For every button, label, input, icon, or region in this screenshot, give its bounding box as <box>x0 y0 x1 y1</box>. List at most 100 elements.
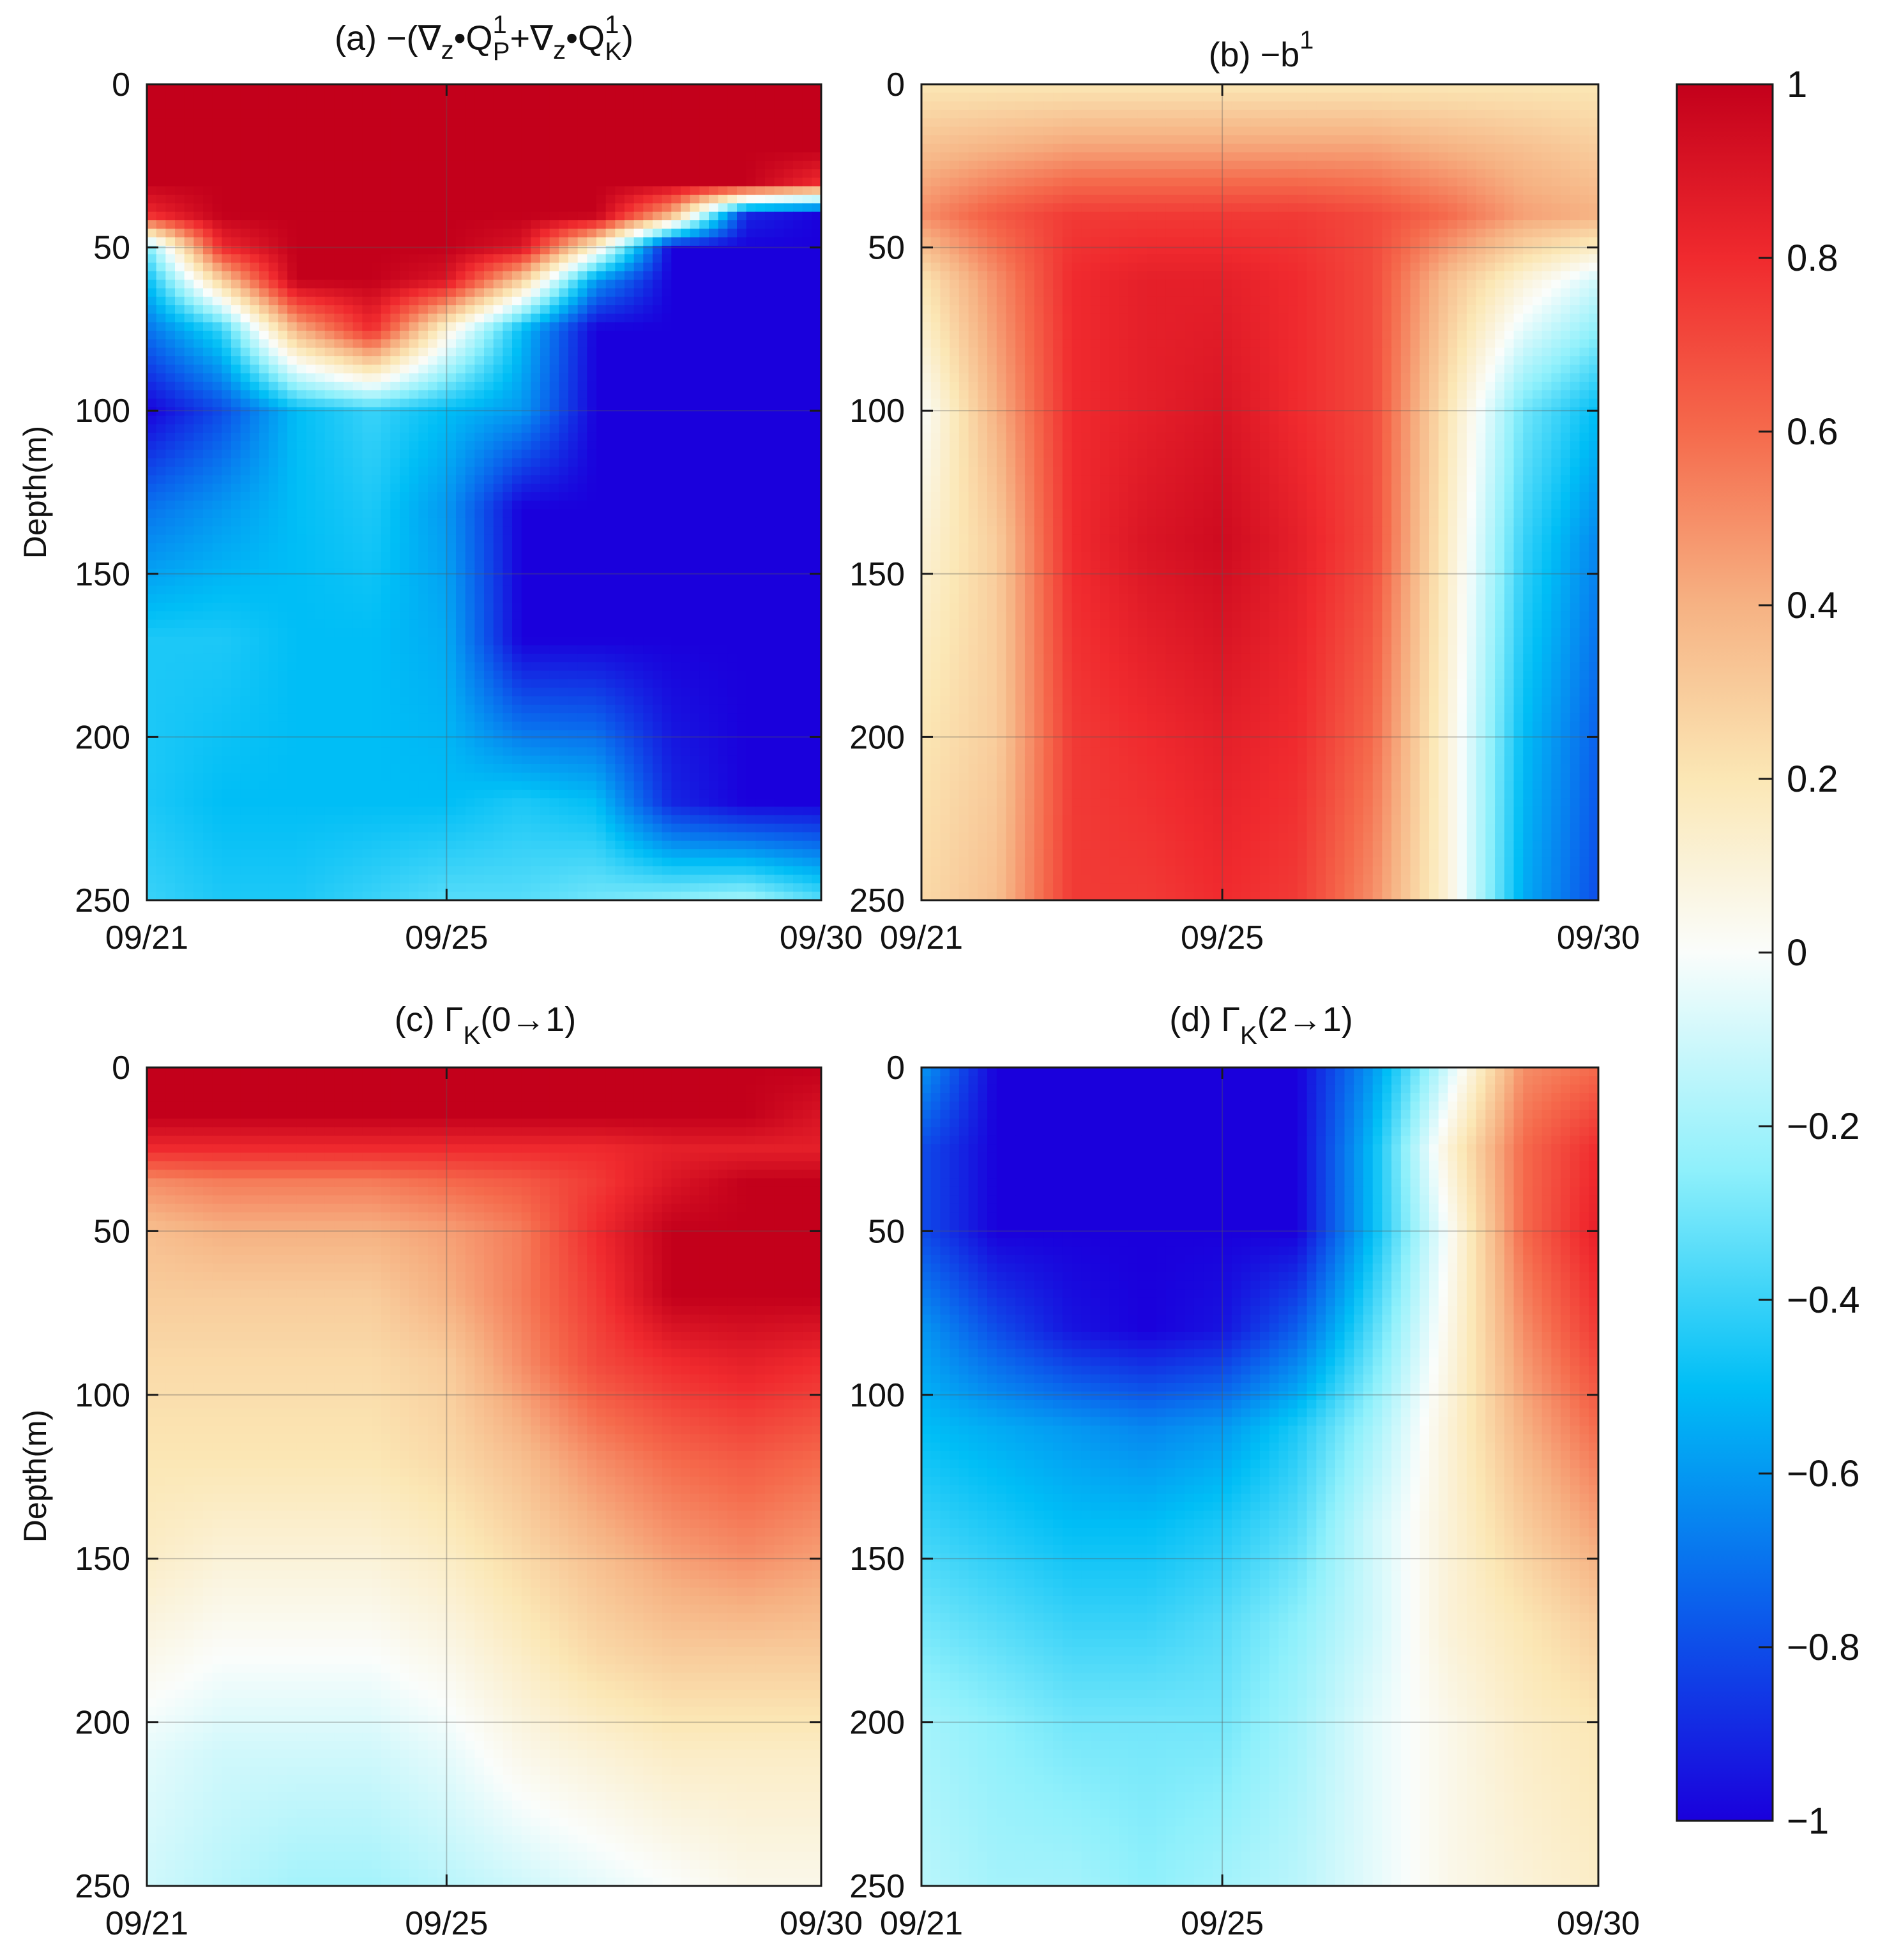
heatmap-cell <box>334 135 344 144</box>
heatmap-cell <box>344 526 354 536</box>
heatmap-cell <box>428 313 438 323</box>
heatmap-cell <box>315 237 326 246</box>
heatmap-cell <box>577 101 588 110</box>
heatmap-cell <box>175 611 185 621</box>
heatmap-cell <box>737 211 747 221</box>
heatmap-cell <box>193 407 204 416</box>
heatmap-cell <box>222 262 232 272</box>
heatmap-cell <box>633 93 644 102</box>
heatmap-cell <box>512 560 522 569</box>
heatmap-cell <box>568 93 579 102</box>
heatmap-cell <box>484 339 494 349</box>
heatmap-cell <box>344 543 354 552</box>
heatmap-cell <box>633 398 644 408</box>
heatmap-cell <box>184 501 195 510</box>
heatmap-cell <box>540 628 550 638</box>
heatmap-cell <box>306 653 316 663</box>
heatmap-cell <box>512 135 522 144</box>
heatmap-cell <box>531 254 541 264</box>
heatmap-cell <box>690 254 700 264</box>
heatmap-cell <box>765 245 775 255</box>
heatmap-cell <box>718 662 729 672</box>
heatmap-cell <box>531 262 541 272</box>
heatmap-cell <box>390 501 400 510</box>
heatmap-cell <box>699 339 709 349</box>
heatmap-cell <box>662 347 672 357</box>
heatmap-cell <box>372 280 382 289</box>
heatmap-cell <box>653 526 663 536</box>
heatmap-cell <box>409 534 420 544</box>
heatmap-cell <box>296 483 307 493</box>
heatmap-cell <box>446 449 457 459</box>
heatmap-cell <box>727 229 738 238</box>
heatmap-cell <box>737 296 747 306</box>
heatmap-cell <box>484 211 494 221</box>
heatmap-cell <box>446 637 457 646</box>
heatmap-cell <box>306 245 316 255</box>
heatmap-cell <box>250 458 260 467</box>
heatmap-cell <box>577 526 588 536</box>
heatmap-cell <box>446 220 457 230</box>
heatmap-cell <box>549 305 560 315</box>
heatmap-cell <box>184 653 195 663</box>
heatmap-cell <box>653 262 663 272</box>
heatmap-cell <box>765 288 775 298</box>
heatmap-cell <box>812 526 821 536</box>
heatmap-cell <box>156 331 167 340</box>
heatmap-cell <box>774 467 785 476</box>
heatmap-cell <box>484 517 494 527</box>
heatmap-cell <box>549 339 560 349</box>
heatmap-cell <box>625 467 635 476</box>
heatmap-cell <box>352 339 363 349</box>
heatmap-cell <box>681 152 691 162</box>
heatmap-cell <box>643 177 653 187</box>
heatmap-cell <box>625 637 635 646</box>
heatmap-cell <box>203 568 213 578</box>
heatmap-cell <box>324 432 335 442</box>
heatmap-cell <box>222 645 232 654</box>
heatmap-cell <box>381 645 391 654</box>
heatmap-cell <box>175 271 185 280</box>
heatmap-cell <box>474 568 485 578</box>
heatmap-cell <box>784 467 794 476</box>
heatmap-cell <box>446 322 457 331</box>
heatmap-cell <box>278 331 288 340</box>
heatmap-cell <box>474 534 485 544</box>
heatmap-cell <box>755 577 766 587</box>
heatmap-cell <box>549 611 560 621</box>
heatmap-cell <box>250 577 260 587</box>
heatmap-cell <box>344 603 354 612</box>
heatmap-cell <box>296 475 307 485</box>
heatmap-cell <box>587 109 597 119</box>
heatmap-cell <box>474 313 485 323</box>
heatmap-cell <box>643 637 653 646</box>
heatmap-cell <box>605 560 616 569</box>
heatmap-cell <box>681 305 691 315</box>
heatmap-cell <box>156 560 167 569</box>
heatmap-cell <box>718 560 729 569</box>
heatmap-cell <box>802 109 813 119</box>
heatmap-cell <box>352 262 363 272</box>
heatmap-cell <box>774 347 785 357</box>
heatmap-cell <box>474 424 485 433</box>
heatmap-cell <box>727 432 738 442</box>
heatmap-cell <box>690 483 700 493</box>
heatmap-cell <box>268 186 279 195</box>
heatmap-cell <box>400 288 410 298</box>
heatmap-cell <box>784 313 794 323</box>
heatmap-cell <box>653 467 663 476</box>
heatmap-cell <box>165 152 176 162</box>
heatmap-cell <box>653 645 663 654</box>
heatmap-cell <box>643 653 653 663</box>
heatmap-cell <box>484 441 494 451</box>
heatmap-cell <box>193 492 204 502</box>
heatmap-cell <box>268 653 279 663</box>
heatmap-cell <box>156 501 167 510</box>
heatmap-cell <box>493 441 504 451</box>
heatmap-cell <box>184 365 195 374</box>
heatmap-cell <box>755 203 766 213</box>
heatmap-cell <box>287 585 298 595</box>
heatmap-cell <box>400 331 410 340</box>
heatmap-cell <box>409 93 420 102</box>
heatmap-cell <box>278 262 288 272</box>
